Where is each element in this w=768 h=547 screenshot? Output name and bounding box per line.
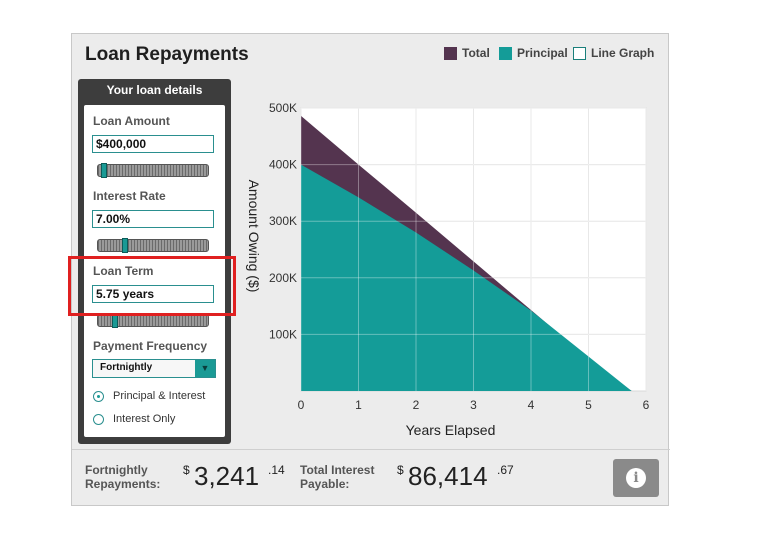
line-graph-checkbox[interactable]: [573, 46, 586, 60]
legend-total[interactable]: Total: [444, 46, 490, 60]
repayments-label-line1: Fortnightly: [85, 463, 148, 477]
interest-rate-slider[interactable]: [97, 238, 209, 253]
radio-interest-only-label: Interest Only: [113, 413, 176, 425]
legend-line-graph[interactable]: Line Graph: [573, 46, 654, 60]
loan-details-panel: Your loan details Loan Amount $400,000 I…: [78, 79, 231, 444]
amount-owing-chart: 0 1 2 3 4 5 6 100K 200K 300K 400K 500K Years Elapsed…: [246, 101, 650, 438]
repayments-cents: .14: [268, 463, 285, 477]
loan-term-field[interactable]: 5.75 years: [92, 285, 214, 303]
total-interest-label-line2: Payable:: [300, 477, 350, 491]
loan-details-form: Loan Amount $400,000 Interest Rate 7.00%…: [84, 105, 225, 437]
x-tick-label: 6: [643, 398, 650, 412]
info-button[interactable]: i: [613, 459, 659, 497]
legend-line-graph-label: Line Graph: [591, 46, 655, 60]
x-axis-label: Years Elapsed: [406, 422, 496, 438]
y-tick-label: 500K: [269, 101, 297, 115]
loan-term-slider[interactable]: [97, 313, 209, 328]
total-interest-label: Total Interest Payable:: [300, 463, 374, 491]
payment-frequency-select[interactable]: Fortnightly ▼: [92, 359, 216, 378]
radio-interest-only[interactable]: Interest Only: [93, 413, 175, 425]
payment-frequency-value: Fortnightly: [100, 362, 153, 373]
radio-principal-interest[interactable]: Principal & Interest: [93, 390, 205, 402]
total-interest-amount: 86,414: [408, 461, 488, 491]
payment-frequency-label: Payment Frequency: [93, 339, 208, 353]
repayments-amount: 3,241: [194, 461, 260, 491]
interest-rate-field[interactable]: 7.00%: [92, 210, 214, 228]
total-swatch-icon: [444, 46, 457, 60]
x-tick-label: 2: [413, 398, 420, 412]
loan-amount-field[interactable]: $400,000: [92, 135, 214, 153]
results-footer: Fortnightly Repayments: $ 3,241 .14 Tota…: [72, 449, 670, 508]
panel-heading: Your loan details: [106, 83, 203, 97]
repayments-label: Fortnightly Repayments:: [85, 463, 160, 491]
interest-rate-label: Interest Rate: [93, 189, 166, 203]
radio-selected-icon[interactable]: [93, 390, 104, 402]
repayments-currency: $: [183, 463, 190, 477]
y-tick-label: 100K: [269, 327, 297, 341]
repayments-label-line2: Repayments:: [85, 477, 161, 491]
y-tick-label: 300K: [269, 214, 297, 228]
y-tick-label: 400K: [269, 158, 297, 172]
loan-term-highlight: [68, 256, 236, 316]
principal-area: [301, 164, 632, 391]
loan-amount-slider-handle[interactable]: [101, 163, 107, 178]
principal-swatch-icon: [499, 46, 512, 60]
total-interest-cents: .67: [497, 463, 514, 477]
x-tick-label: 1: [355, 398, 362, 412]
x-tick-label: 4: [528, 398, 535, 412]
total-interest-label-line1: Total Interest: [300, 463, 375, 477]
radio-principal-interest-label: Principal & Interest: [113, 390, 206, 402]
x-tick-label: 0: [298, 398, 305, 412]
x-tick-label: 3: [470, 398, 477, 412]
info-icon: i: [626, 468, 646, 488]
loan-amount-label: Loan Amount: [93, 114, 170, 128]
legend-principal-label: Principal: [517, 46, 568, 60]
total-interest-currency: $: [397, 463, 404, 477]
legend-total-label: Total: [462, 46, 490, 60]
loan-term-label: Loan Term: [93, 264, 154, 278]
legend-principal[interactable]: Principal: [499, 46, 568, 60]
loan-amount-slider[interactable]: [97, 163, 209, 178]
x-tick-label: 5: [585, 398, 592, 412]
radio-unselected-icon[interactable]: [93, 413, 104, 425]
y-tick-label: 200K: [269, 271, 297, 285]
y-axis-label: Amount Owing ($): [246, 180, 262, 293]
chevron-down-icon[interactable]: ▼: [195, 360, 215, 377]
page-title: Loan Repayments: [85, 44, 249, 65]
interest-rate-slider-handle[interactable]: [122, 238, 128, 253]
